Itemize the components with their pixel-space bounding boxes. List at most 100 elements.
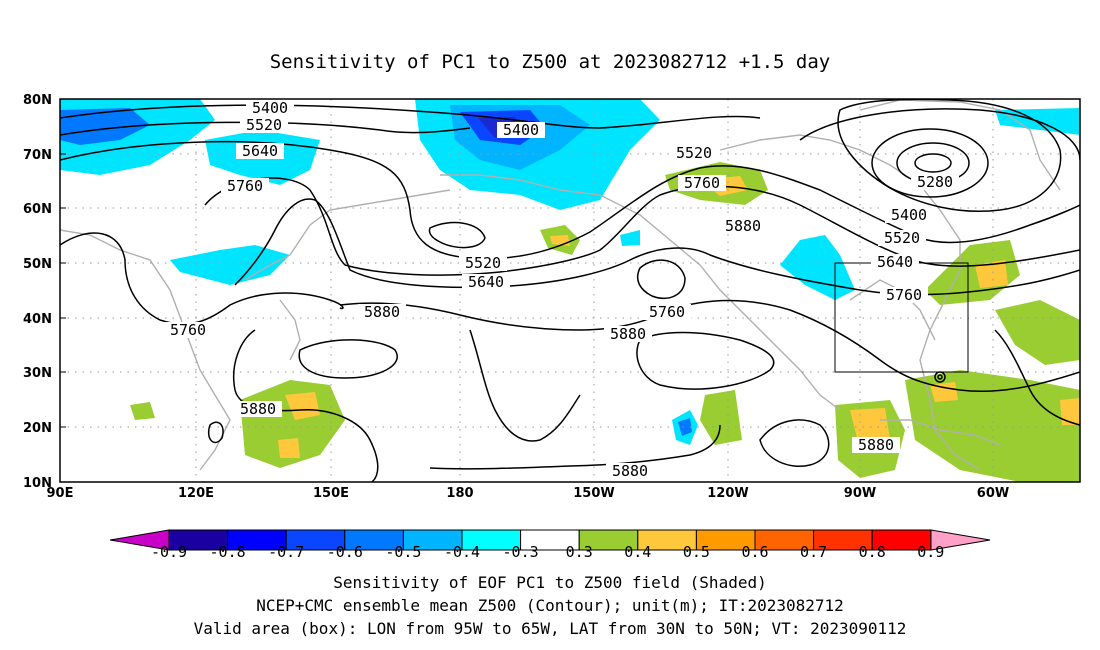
contour-label: 5760 bbox=[221, 177, 269, 195]
lon-label: 90E bbox=[47, 486, 74, 501]
svg-text:5880: 5880 bbox=[610, 325, 646, 343]
colorbar-tick-label: -0.5 bbox=[385, 543, 421, 561]
neg-core-mexico bbox=[678, 418, 692, 436]
lat-label: 40N bbox=[23, 312, 52, 327]
colorbar-tick-label: -0.7 bbox=[268, 543, 304, 561]
lon-label: 150W bbox=[573, 486, 614, 501]
svg-text:5400: 5400 bbox=[252, 99, 288, 117]
pos-region-atlantic-east bbox=[995, 300, 1080, 365]
caption-line: NCEP+CMC ensemble mean Z500 (Contour); u… bbox=[256, 596, 844, 615]
svg-text:5520: 5520 bbox=[465, 254, 501, 272]
lon-label: 120W bbox=[707, 486, 748, 501]
colorbar: -0.9 -0.8 -0.7 -0.6 -0.5 -0.4 -0.3 0.3 0.4 0.5 0.6… bbox=[109, 529, 991, 561]
contour-label: 5880 bbox=[606, 462, 654, 480]
lat-label: 60N bbox=[23, 202, 52, 217]
contour-label: 5520 bbox=[670, 144, 718, 162]
colorbar-tick-label: -0.8 bbox=[210, 543, 246, 561]
svg-text:5520: 5520 bbox=[884, 229, 920, 247]
lat-label: 80N bbox=[23, 93, 52, 108]
caption: Sensitivity of EOF PC1 to Z500 field (Sh… bbox=[194, 573, 907, 638]
lat-label: 20N bbox=[23, 421, 52, 436]
svg-text:5520: 5520 bbox=[676, 144, 712, 162]
contour-label: 5760 bbox=[678, 174, 726, 192]
contour-label: 5880 bbox=[604, 325, 652, 343]
neg-region-canada bbox=[780, 235, 855, 300]
colorbar-tick-label: 0.4 bbox=[624, 543, 651, 561]
colorbar-tick-label: 0.9 bbox=[917, 543, 944, 561]
svg-text:5760: 5760 bbox=[170, 321, 206, 339]
colorbar-labels: -0.9 -0.8 -0.7 -0.6 -0.5 -0.4 -0.3 0.3 0.4 0.5 0.6… bbox=[151, 543, 944, 561]
svg-text:5640: 5640 bbox=[242, 142, 278, 160]
contour-label: 5880 bbox=[234, 400, 282, 418]
colorbar-tick-label: 0.3 bbox=[566, 543, 593, 561]
contour-label: 5640 bbox=[462, 273, 510, 291]
svg-text:5640: 5640 bbox=[877, 253, 913, 271]
lat-labels: 80N 70N 60N 50N 40N 30N 20N 10N bbox=[23, 93, 52, 491]
lat-label: 50N bbox=[23, 257, 52, 272]
map-panel: 5400 5520 5640 5760 5400 5520 5760 5880 … bbox=[23, 93, 1081, 501]
neg-region-pacific-small bbox=[620, 230, 640, 246]
contour-label: 5640 bbox=[871, 253, 919, 271]
caption-line: Sensitivity of EOF PC1 to Z500 field (Sh… bbox=[333, 573, 766, 592]
colorbar-tick-label: -0.9 bbox=[151, 543, 187, 561]
svg-text:5760: 5760 bbox=[684, 174, 720, 192]
lon-label: 90W bbox=[844, 486, 876, 501]
svg-text:5880: 5880 bbox=[364, 303, 400, 321]
figure-title: Sensitivity of PC1 to Z500 at 2023082712… bbox=[270, 51, 831, 73]
contour-label: 5400 bbox=[497, 121, 545, 139]
pos-core-caribbean-2 bbox=[1060, 398, 1080, 425]
colorbar-tick-label: 0.6 bbox=[741, 543, 768, 561]
pos-core-nw-pacific bbox=[285, 392, 320, 420]
svg-text:5880: 5880 bbox=[612, 462, 648, 480]
svg-text:5760: 5760 bbox=[886, 286, 922, 304]
svg-text:5640: 5640 bbox=[468, 273, 504, 291]
contour-label: 5400 bbox=[885, 206, 933, 224]
contour-label: 5880 bbox=[852, 436, 900, 454]
svg-text:5760: 5760 bbox=[227, 177, 263, 195]
pos-region-east-pacific bbox=[700, 390, 742, 445]
svg-text:5880: 5880 bbox=[858, 436, 894, 454]
svg-text:5400: 5400 bbox=[503, 121, 539, 139]
colorbar-tick-label: 0.5 bbox=[683, 543, 710, 561]
svg-text:5760: 5760 bbox=[649, 303, 685, 321]
lon-labels: 90E 120E 150E 180 150W 120W 90W 60W bbox=[47, 486, 1010, 501]
lat-label: 10N bbox=[23, 476, 52, 491]
lat-axis bbox=[60, 98, 66, 483]
contour-label: 5880 bbox=[719, 217, 767, 235]
colorbar-high-arrow bbox=[930, 529, 991, 551]
pos-core-atlantic-north bbox=[975, 260, 1008, 288]
svg-text:5880: 5880 bbox=[725, 217, 761, 235]
svg-text:5280: 5280 bbox=[917, 173, 953, 191]
pos-core-nw-pacific-2 bbox=[278, 438, 300, 458]
contour-label: 5760 bbox=[164, 321, 212, 339]
caption-line: Valid area (box): LON from 95W to 65W, L… bbox=[194, 619, 907, 638]
contour-label: 5760 bbox=[880, 286, 928, 304]
lat-label: 70N bbox=[23, 148, 52, 163]
contour-label: 5640 bbox=[236, 142, 284, 160]
contour-label: 5880 bbox=[358, 303, 406, 321]
contour-label-group: 5400 5520 5640 5760 5400 5520 5760 5880 … bbox=[164, 99, 959, 480]
neg-core-northwest bbox=[60, 108, 150, 145]
svg-text:5880: 5880 bbox=[240, 400, 276, 418]
graticule bbox=[60, 99, 1080, 482]
lon-label: 60W bbox=[977, 486, 1009, 501]
lon-label: 180 bbox=[446, 486, 473, 501]
contour-label: 5520 bbox=[878, 229, 926, 247]
pos-core-caribbean bbox=[930, 382, 958, 402]
neg-region-japan bbox=[170, 245, 290, 285]
contour-label: 5520 bbox=[459, 254, 507, 272]
colorbar-tick-label: -0.3 bbox=[503, 543, 539, 561]
colorbar-tick-label: 0.8 bbox=[859, 543, 886, 561]
colorbar-tick-label: 0.7 bbox=[800, 543, 827, 561]
contour-label: 5520 bbox=[240, 116, 288, 134]
lon-label: 150E bbox=[313, 486, 349, 501]
map-frame bbox=[59, 98, 1081, 483]
contour-label: 5280 bbox=[911, 173, 959, 191]
colorbar-tick-label: -0.6 bbox=[327, 543, 363, 561]
colorbar-tick-label: -0.4 bbox=[444, 543, 480, 561]
svg-text:5400: 5400 bbox=[891, 206, 927, 224]
lat-label: 30N bbox=[23, 366, 52, 381]
contour-label: 5400 bbox=[246, 99, 294, 117]
z500-contours bbox=[60, 99, 1080, 482]
